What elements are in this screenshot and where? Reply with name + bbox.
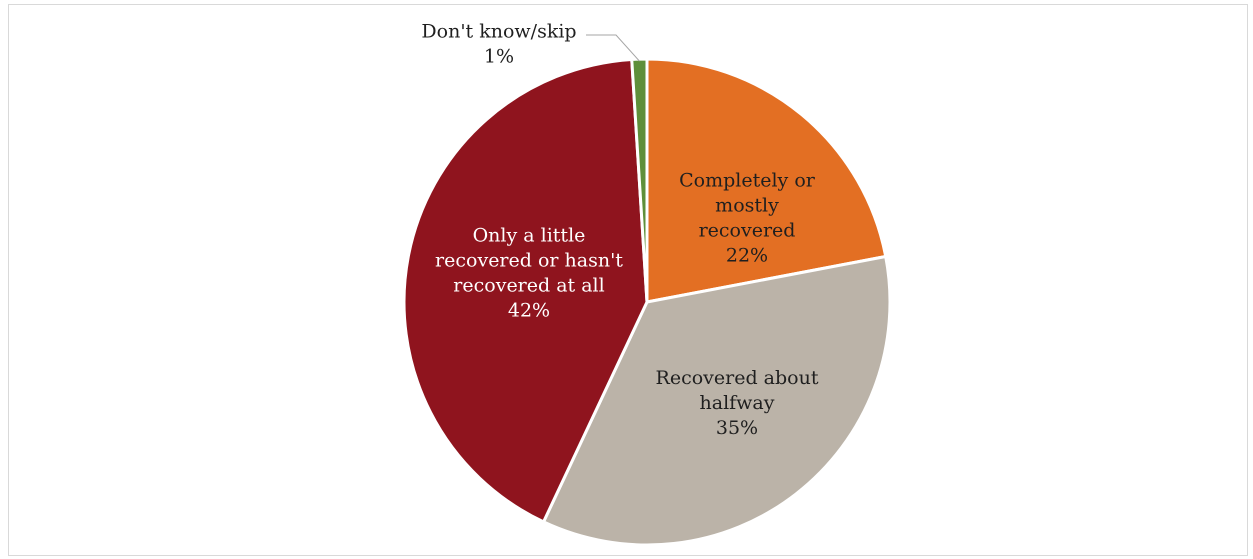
chart-frame: Completely or mostly recovered 22% Recovered… <box>8 4 1248 556</box>
slice-value-label: 22% <box>726 245 768 267</box>
slice-label-2: Recovered about halfway 35% <box>656 367 819 439</box>
slice-label-1: Completely or mostly recovered 22% <box>679 170 816 267</box>
slice-category-label: Don't know/skip <box>421 21 576 43</box>
slice-category-label: Recovered about <box>656 367 819 389</box>
slice-category-label: recovered at all <box>453 275 604 297</box>
pie-slice-2 <box>542 254 892 547</box>
pie-slice-1 <box>645 57 888 304</box>
slice-category-label: Completely or <box>679 170 816 192</box>
pie-slices <box>402 57 892 547</box>
leader-line <box>586 34 640 62</box>
pie-slice-4 <box>630 57 649 304</box>
slice-category-label: recovered <box>699 220 796 242</box>
slice-label-4: Don't know/skip 1% <box>421 21 576 68</box>
slice-value-label: 35% <box>716 417 758 439</box>
slice-category-label: recovered or hasn't <box>435 250 623 272</box>
slice-value-label: 42% <box>508 300 550 322</box>
pie-slice-3 <box>402 57 649 524</box>
pie-chart: Completely or mostly recovered 22% Recovered… <box>402 21 892 547</box>
slice-category-label: halfway <box>700 392 775 414</box>
slice-label-3: Only a little recovered or hasn't recovere… <box>435 225 623 322</box>
slice-category-label: Only a little <box>473 225 586 247</box>
slice-category-label: mostly <box>715 195 779 217</box>
slice-value-label: 1% <box>484 46 514 68</box>
leader-lines <box>586 34 640 62</box>
slice-labels: Completely or mostly recovered 22% Recovered… <box>421 21 818 440</box>
